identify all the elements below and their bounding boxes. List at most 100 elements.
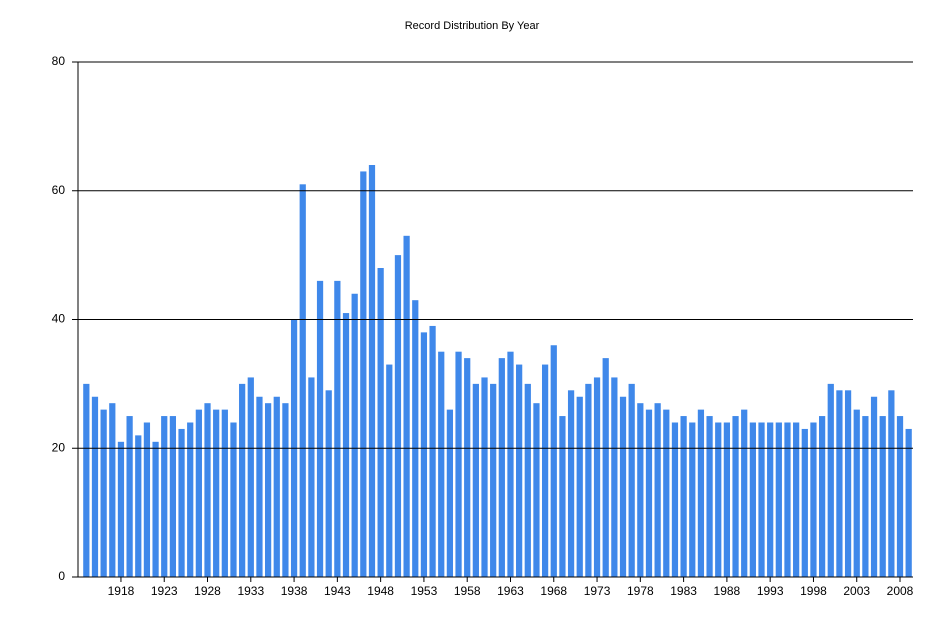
bar [334,280,341,577]
x-tick-label: 1943 [324,584,351,598]
bar [282,403,289,577]
x-tick-label: 1948 [367,584,394,598]
bar [429,325,436,577]
bar [836,390,843,577]
y-tick-label: 20 [52,440,66,454]
bar [870,396,878,577]
bar [507,351,514,577]
bar [195,409,202,577]
bar [680,416,687,577]
bar [593,377,601,577]
bar [715,422,722,577]
bar [403,235,410,577]
x-tick-label: 1988 [714,584,741,598]
bar [161,416,168,577]
bar [706,416,713,577]
bar [230,422,237,577]
x-tick-label: 1938 [281,584,308,598]
bar [741,409,748,577]
bar [541,364,549,577]
x-tick-label: 1968 [540,584,567,598]
bar [247,377,254,577]
bar [663,409,670,577]
bar [325,390,332,577]
bar [853,409,860,577]
bar [256,396,263,577]
bar [100,409,107,577]
bar [585,383,592,577]
x-tick-label: 1958 [454,584,481,598]
bar [213,409,220,577]
x-tick-label: 1918 [108,584,135,598]
x-tick-label: 1993 [757,584,784,598]
bar [888,390,895,577]
bar [412,300,419,577]
x-tick-label: 1933 [237,584,264,598]
bar [723,422,731,577]
y-tick-label: 40 [52,312,66,326]
bar [516,364,523,577]
bar [178,428,185,577]
bar [377,268,384,577]
bar [204,403,211,577]
bar [91,396,99,577]
bar [221,409,228,577]
bar [446,409,454,577]
bar [602,358,609,577]
x-tick-label: 1928 [194,584,221,598]
bar [368,165,376,577]
bar [472,383,479,577]
x-tick-label: 1953 [411,584,438,598]
chart-title: Record Distribution By Year [405,20,540,32]
bar [386,364,393,577]
bar [109,403,116,577]
bar [464,358,471,577]
bar [533,403,540,577]
bar [524,383,531,577]
bar [152,441,159,577]
bar [481,377,488,577]
bar [758,422,765,577]
bar [126,416,133,577]
y-tick-label: 60 [52,183,66,197]
bar [697,409,705,577]
bar [645,409,653,577]
bar [135,435,142,577]
x-tick-label: 1923 [151,584,178,598]
x-tick-label: 2003 [843,584,870,598]
bar [862,416,869,577]
x-tick-label: 2008 [887,584,914,598]
bar [438,351,445,577]
x-tick-label: 1978 [627,584,654,598]
bar [420,332,428,577]
bar [360,171,367,577]
bar [784,422,791,577]
bar [732,416,739,577]
y-tick-label: 80 [52,54,66,68]
bar [83,383,90,577]
bar [628,383,635,577]
bar [896,416,904,577]
bar [619,396,627,577]
bar [316,280,324,577]
bar [801,428,808,577]
bar [905,428,912,577]
bar [117,441,125,577]
bar [455,351,462,577]
bar [273,396,280,577]
bar [342,313,350,577]
bar [143,422,151,577]
x-tick-label: 1998 [800,584,827,598]
bar [827,383,834,577]
bar [299,184,306,577]
x-tick-label: 1963 [497,584,524,598]
bar [671,422,679,577]
bar [576,396,583,577]
bar [637,403,644,577]
bar [308,377,315,577]
bar [264,403,272,577]
bar [611,377,618,577]
y-tick-label: 0 [58,569,65,583]
